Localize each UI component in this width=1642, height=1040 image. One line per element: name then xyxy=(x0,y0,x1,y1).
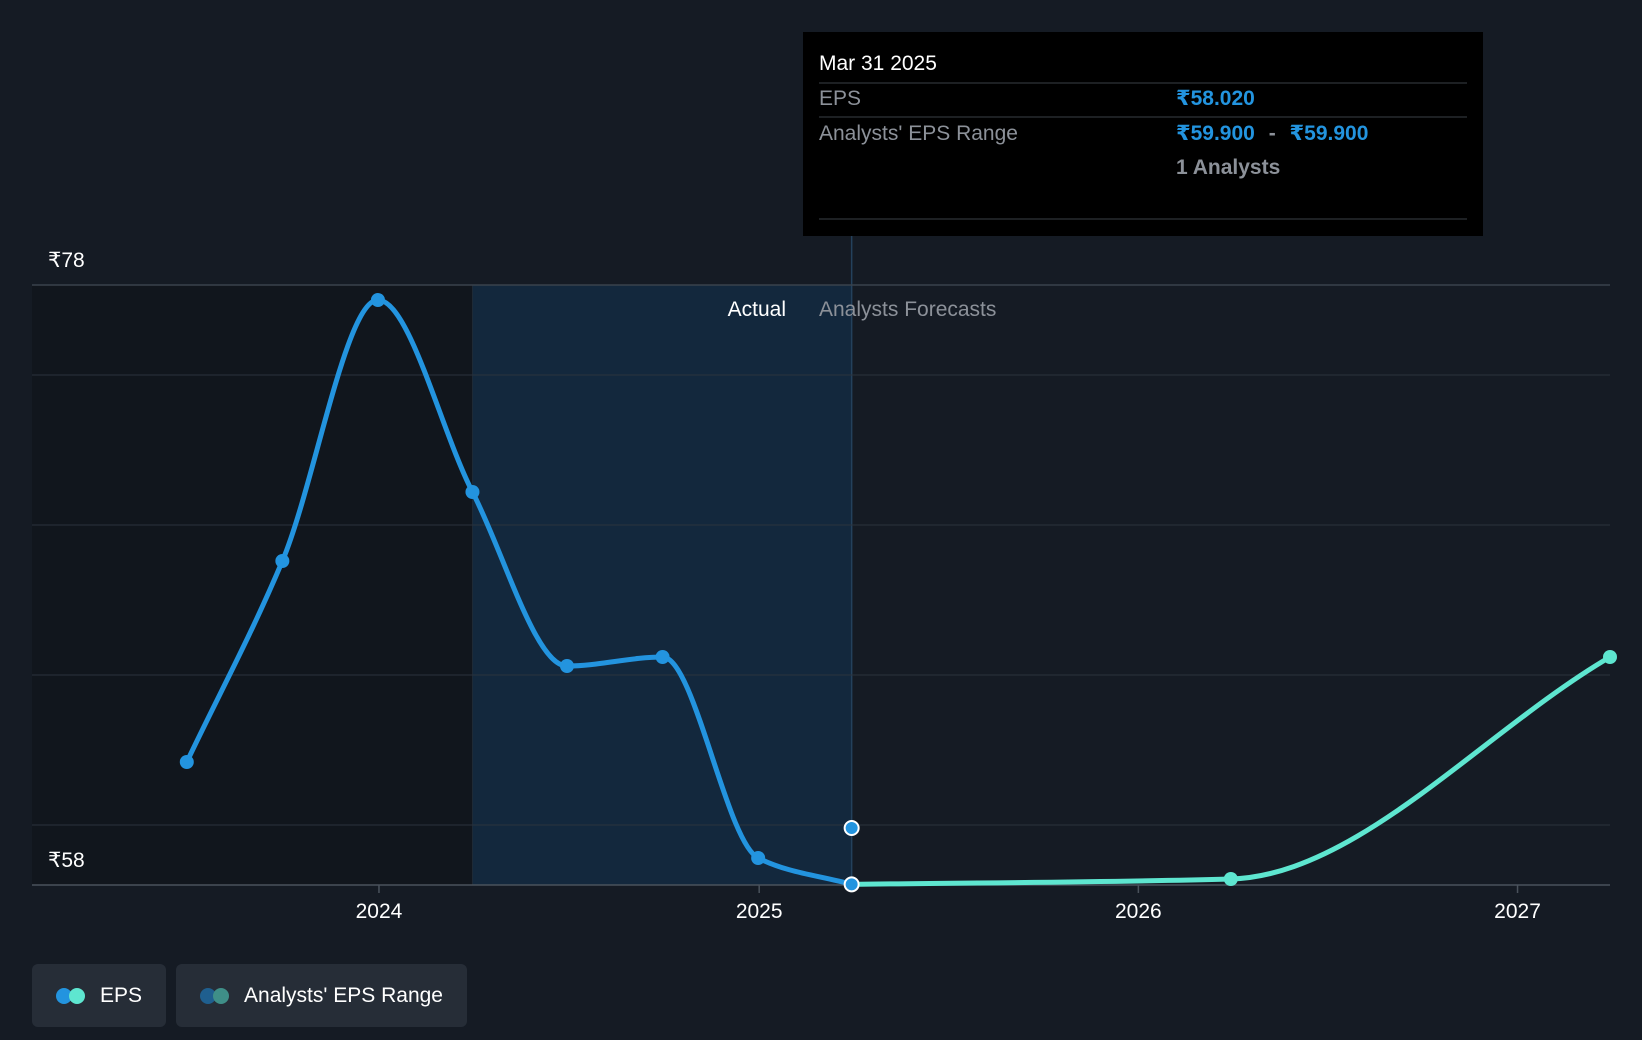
legend-item-eps[interactable]: EPS xyxy=(32,964,167,1027)
eps-point-selected xyxy=(843,876,860,893)
highlight-band xyxy=(472,285,852,885)
y-axis-labels: ₹78 ₹58 xyxy=(48,249,85,872)
eps-actual-line xyxy=(184,297,855,887)
tooltip-range-low: ₹59.900 xyxy=(1176,122,1255,145)
eps-actual-point xyxy=(275,554,290,568)
y-tick-label: ₹58 xyxy=(48,849,85,872)
eps-forecast-line xyxy=(849,654,1613,887)
legend-range-label: Analysts' EPS Range xyxy=(244,983,443,1007)
forecast-section-label: Analysts Forecasts xyxy=(819,298,996,321)
x-tick-label: 2025 xyxy=(736,900,783,923)
series-points xyxy=(179,293,1617,893)
x-tick-label: 2024 xyxy=(356,900,403,923)
range-legend-icon xyxy=(200,987,230,1004)
tooltip-eps-label: EPS xyxy=(819,87,861,110)
tooltip: Mar 31 2025 EPS ₹58.020 Analysts' EPS Ra… xyxy=(803,32,1483,236)
eps-forecast-point xyxy=(1603,650,1617,664)
y-tick-label: ₹78 xyxy=(48,249,85,272)
tooltip-eps-value: ₹58.020 xyxy=(1176,87,1255,110)
eps-actual-point xyxy=(560,659,575,673)
tooltip-date: Mar 31 2025 xyxy=(819,52,937,75)
eps-forecast-point xyxy=(1223,872,1238,886)
eps-actual-point xyxy=(370,293,385,307)
actual-section-label: Actual xyxy=(728,298,786,321)
tooltip-range-label: Analysts' EPS Range xyxy=(819,122,1018,145)
background-bands xyxy=(32,236,853,885)
x-tick-label: 2026 xyxy=(1115,900,1162,923)
eps-actual-point xyxy=(751,851,766,865)
tooltip-range-values: ₹59.900 - ₹59.900 xyxy=(1176,122,1368,145)
legend-eps-label: EPS xyxy=(100,983,143,1007)
range-point xyxy=(843,820,860,836)
tooltip-box xyxy=(803,32,1483,236)
eps-actual-point xyxy=(465,485,480,499)
past-band xyxy=(32,285,473,885)
eps-actual-point xyxy=(655,650,670,664)
legend: EPS Analysts' EPS Range xyxy=(32,964,467,1027)
legend-item-range[interactable]: Analysts' EPS Range xyxy=(176,964,467,1027)
eps-actual-point xyxy=(179,755,194,769)
eps-legend-icon xyxy=(56,987,86,1004)
tooltip-analysts: 1 Analysts xyxy=(1176,156,1280,179)
tooltip-range-high: ₹59.900 xyxy=(1290,122,1369,145)
x-tick-label: 2027 xyxy=(1494,900,1541,923)
tooltip-range-sep: - xyxy=(1269,122,1276,145)
x-axis: 2024 2025 2026 2027 xyxy=(356,885,1541,923)
